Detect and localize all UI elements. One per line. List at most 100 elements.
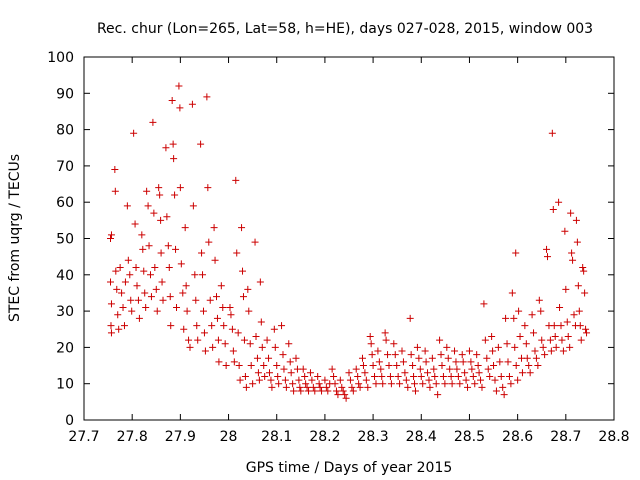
data-point <box>189 202 197 210</box>
data-point <box>220 322 228 330</box>
data-point <box>555 198 563 206</box>
data-point <box>171 191 179 199</box>
data-point <box>191 271 199 279</box>
data-point <box>330 372 338 380</box>
data-point <box>525 362 533 370</box>
data-point <box>139 245 147 253</box>
data-point <box>157 249 165 257</box>
data-point <box>404 383 412 391</box>
data-point <box>280 365 288 373</box>
data-point <box>316 383 324 391</box>
data-point <box>570 311 578 319</box>
data-point <box>430 365 438 373</box>
data-point <box>273 362 281 370</box>
data-point <box>252 333 260 341</box>
data-point <box>181 224 189 232</box>
data-point <box>532 354 540 362</box>
data-point <box>128 307 136 315</box>
data-point <box>107 300 115 308</box>
data-point <box>203 93 211 101</box>
data-point <box>484 365 492 373</box>
data-point <box>535 296 543 304</box>
data-point <box>432 380 440 388</box>
data-point <box>505 372 513 380</box>
data-point <box>491 376 499 384</box>
data-point <box>147 293 155 301</box>
x-tick-label: 28.7 <box>550 429 581 445</box>
data-point <box>176 104 184 112</box>
data-point <box>217 282 225 290</box>
data-point <box>523 354 531 362</box>
data-point <box>531 347 539 355</box>
data-point <box>247 362 255 370</box>
data-point <box>270 325 278 333</box>
x-tick-label: 28.5 <box>454 429 485 445</box>
data-point <box>130 129 138 137</box>
data-point <box>239 293 247 301</box>
data-point <box>114 311 122 319</box>
data-point <box>549 205 557 213</box>
data-point <box>379 380 387 388</box>
data-point <box>113 285 121 293</box>
data-point <box>566 343 574 351</box>
data-point <box>469 372 477 380</box>
data-point <box>275 380 283 388</box>
data-point <box>464 383 472 391</box>
x-tick-label: 28.6 <box>502 429 533 445</box>
data-point <box>144 202 152 210</box>
data-point <box>173 303 181 311</box>
data-point <box>503 340 511 348</box>
data-point <box>142 303 150 311</box>
data-point <box>279 351 287 359</box>
data-point <box>306 369 314 377</box>
data-point <box>567 209 575 217</box>
data-point <box>261 372 269 380</box>
data-point <box>575 307 583 315</box>
data-point <box>292 354 300 362</box>
data-point <box>541 351 549 359</box>
data-point <box>514 376 522 384</box>
data-point <box>547 347 555 355</box>
data-point <box>568 249 576 257</box>
data-point <box>518 369 526 377</box>
data-point <box>119 303 127 311</box>
data-point <box>500 391 508 399</box>
x-axis-label: GPS time / Days of year 2015 <box>246 460 453 476</box>
x-tick-label: 27.8 <box>117 429 148 445</box>
data-point <box>552 343 560 351</box>
data-point <box>339 387 347 395</box>
x-tick-label: 27.7 <box>68 429 99 445</box>
y-tick-label: 30 <box>56 304 74 320</box>
data-point <box>186 343 194 351</box>
data-point <box>390 340 398 348</box>
data-point <box>143 187 151 195</box>
data-point <box>471 380 479 388</box>
data-point <box>232 176 240 184</box>
data-point <box>271 343 279 351</box>
data-point <box>385 362 393 370</box>
x-tick-label: 28 <box>220 429 238 445</box>
data-point <box>361 369 369 377</box>
data-point <box>242 383 250 391</box>
data-point <box>158 278 166 286</box>
data-point <box>236 376 244 384</box>
data-point <box>287 369 295 377</box>
data-point <box>266 369 273 377</box>
data-point <box>556 303 564 311</box>
data-point <box>229 347 237 355</box>
data-point <box>311 387 319 395</box>
data-point <box>301 372 309 380</box>
data-point <box>459 358 467 366</box>
data-point <box>241 372 249 380</box>
data-point <box>387 380 395 388</box>
data-point <box>107 235 114 242</box>
data-point <box>214 336 222 344</box>
data-point <box>302 380 310 388</box>
data-point <box>281 376 289 384</box>
data-point <box>315 380 323 388</box>
data-point <box>222 362 230 370</box>
data-point <box>512 249 520 257</box>
data-point <box>210 224 218 232</box>
data-point <box>318 387 326 395</box>
